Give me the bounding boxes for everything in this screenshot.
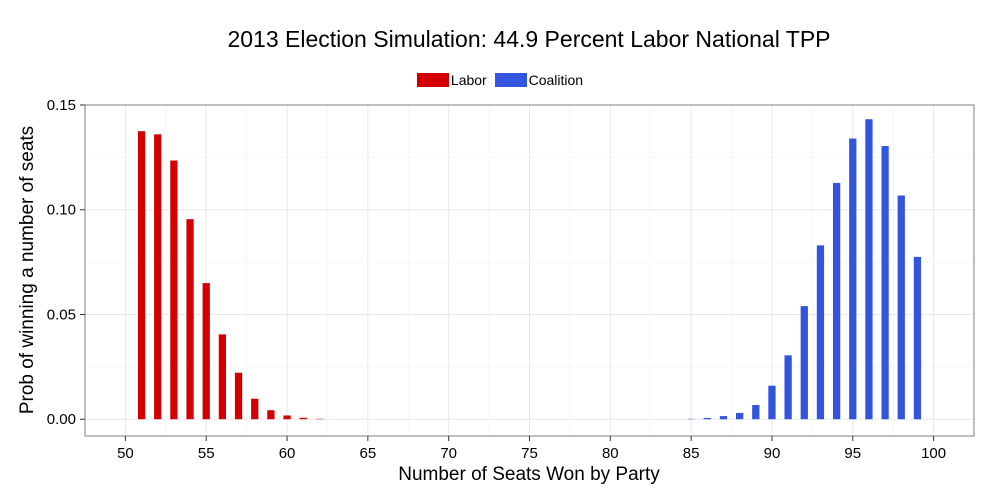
chart-title: 2013 Election Simulation: 44.9 Percent L… bbox=[227, 26, 831, 52]
bar-labor-56 bbox=[218, 334, 227, 420]
bar-labor-61 bbox=[299, 417, 307, 420]
bar-coalition-94 bbox=[832, 182, 841, 420]
bar-labor-59 bbox=[267, 410, 275, 420]
bar-labor-57 bbox=[234, 372, 243, 420]
legend-swatch-labor bbox=[416, 73, 449, 87]
x-tick-label: 60 bbox=[279, 445, 296, 462]
legend-item-labor: Labor bbox=[416, 72, 487, 88]
y-tick-label: 0.10 bbox=[47, 202, 76, 219]
bar-coalition-95 bbox=[849, 138, 857, 420]
bar-coalition-97 bbox=[881, 146, 889, 420]
bar-coalition-87 bbox=[719, 416, 728, 420]
legend-swatch-coalition bbox=[494, 73, 527, 87]
x-tick-label: 95 bbox=[844, 445, 861, 462]
bar-labor-55 bbox=[202, 283, 210, 420]
bar-coalition-86 bbox=[703, 417, 711, 420]
y-axis-label: Prob of winning a number of seats bbox=[17, 125, 38, 415]
legend: Labor Coalition bbox=[0, 72, 1000, 90]
y-tick-label: 0.15 bbox=[47, 97, 76, 114]
x-tick-label: 80 bbox=[602, 445, 619, 462]
bar-coalition-92 bbox=[800, 306, 808, 420]
bar-coalition-98 bbox=[897, 195, 905, 420]
bar-labor-58 bbox=[251, 398, 259, 420]
bar-labor-60 bbox=[283, 415, 291, 420]
legend-label-coalition: Coalition bbox=[528, 72, 584, 88]
x-axis-label: Number of Seats Won by Party bbox=[398, 464, 660, 485]
x-tick-label: 55 bbox=[198, 445, 215, 462]
y-tick-label: 0.05 bbox=[47, 306, 76, 323]
x-tick-label: 70 bbox=[440, 445, 457, 462]
x-tick-label: 65 bbox=[360, 445, 377, 462]
x-tick-label: 85 bbox=[683, 445, 700, 462]
y-tick-label: 0.00 bbox=[47, 411, 76, 428]
bar-coalition-88 bbox=[735, 412, 744, 420]
bar-coalition-90 bbox=[768, 385, 776, 420]
x-tick-label: 75 bbox=[521, 445, 538, 462]
legend-item-coalition: Coalition bbox=[494, 72, 584, 88]
bar-coalition-96 bbox=[865, 119, 873, 420]
legend-label-labor: Labor bbox=[450, 72, 487, 88]
bar-coalition-99 bbox=[913, 256, 922, 420]
bar-coalition-91 bbox=[784, 355, 792, 420]
bar-labor-52 bbox=[154, 134, 162, 420]
bar-coalition-89 bbox=[752, 404, 760, 420]
bar-labor-53 bbox=[170, 160, 178, 420]
bar-coalition-93 bbox=[816, 245, 825, 420]
x-tick-label: 100 bbox=[921, 445, 946, 462]
x-tick-label: 90 bbox=[764, 445, 781, 462]
bar-labor-51 bbox=[137, 131, 146, 420]
bar-labor-54 bbox=[186, 219, 194, 420]
x-tick-label: 50 bbox=[117, 445, 134, 462]
